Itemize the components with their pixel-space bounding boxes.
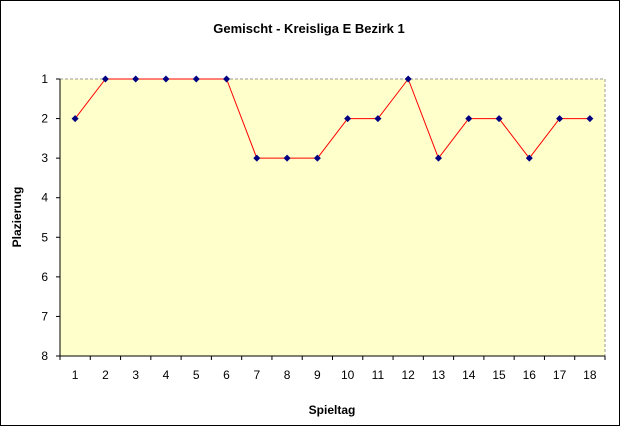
x-tick-label: 12 <box>402 368 416 382</box>
y-axis-title: Plazierung <box>10 187 24 248</box>
y-tick-label: 3 <box>41 151 48 165</box>
series-line-segment <box>226 78 258 159</box>
data-point-marker <box>101 75 109 83</box>
x-tick-label: 10 <box>341 368 355 382</box>
data-point-marker <box>283 154 291 162</box>
plot-area <box>60 79 605 356</box>
data-point-marker <box>253 154 261 162</box>
data-point-marker <box>344 115 352 123</box>
x-tick-label: 18 <box>583 368 597 382</box>
data-point-marker <box>525 154 533 162</box>
y-tick-label: 1 <box>41 72 48 86</box>
x-tick-label: 16 <box>523 368 537 382</box>
data-point-marker <box>586 115 594 123</box>
series-line-segment <box>528 118 560 159</box>
data-point-marker <box>465 115 473 123</box>
x-tick-label: 15 <box>492 368 506 382</box>
series-lines <box>74 78 590 159</box>
x-tick-label: 6 <box>223 368 230 382</box>
data-point-marker <box>434 154 442 162</box>
x-tick-label: 1 <box>72 368 79 382</box>
data-point-marker <box>223 75 231 83</box>
y-tick-label: 6 <box>41 270 48 284</box>
data-point-marker <box>132 75 140 83</box>
series-line-segment <box>407 78 439 159</box>
x-axis-ticks: 1 2 3 4 5 6 7 8 9 10 11 12 13 14 15 16 17 18 <box>59 356 606 382</box>
x-tick-label: 7 <box>253 368 260 382</box>
x-tick-label: 8 <box>284 368 291 382</box>
series-line-segment <box>438 118 470 159</box>
data-point-marker <box>556 115 564 123</box>
chart-title: Gemischt - Kreisliga E Bezirk 1 <box>213 21 404 36</box>
x-tick-label: 9 <box>314 368 321 382</box>
x-tick-label: 5 <box>193 368 200 382</box>
y-tick-label: 7 <box>41 309 48 323</box>
data-point-marker <box>313 154 321 162</box>
data-point-marker <box>404 75 412 83</box>
y-axis-ticks: 1 2 3 4 5 6 7 8 <box>41 72 60 363</box>
series-line-segment <box>498 118 530 159</box>
y-tick-label: 5 <box>41 230 48 244</box>
x-axis-title: Spieltag <box>309 403 356 417</box>
x-tick-label: 13 <box>432 368 446 382</box>
data-point-marker <box>71 115 79 123</box>
series-line-segment <box>74 78 106 119</box>
y-tick-label: 8 <box>41 349 48 363</box>
x-tick-label: 3 <box>132 368 139 382</box>
series-line-segment <box>377 78 409 119</box>
y-tick-label: 2 <box>41 112 48 126</box>
data-point-marker <box>162 75 170 83</box>
x-tick-label: 17 <box>553 368 567 382</box>
x-tick-label: 2 <box>102 368 109 382</box>
data-point-marker <box>192 75 200 83</box>
x-tick-label: 14 <box>462 368 476 382</box>
series-markers <box>71 75 594 162</box>
x-tick-label: 4 <box>163 368 170 382</box>
series-line-segment <box>316 118 349 159</box>
data-point-marker <box>374 115 382 123</box>
data-point-marker <box>495 115 503 123</box>
y-tick-label: 4 <box>41 191 48 205</box>
x-tick-label: 11 <box>372 368 385 382</box>
